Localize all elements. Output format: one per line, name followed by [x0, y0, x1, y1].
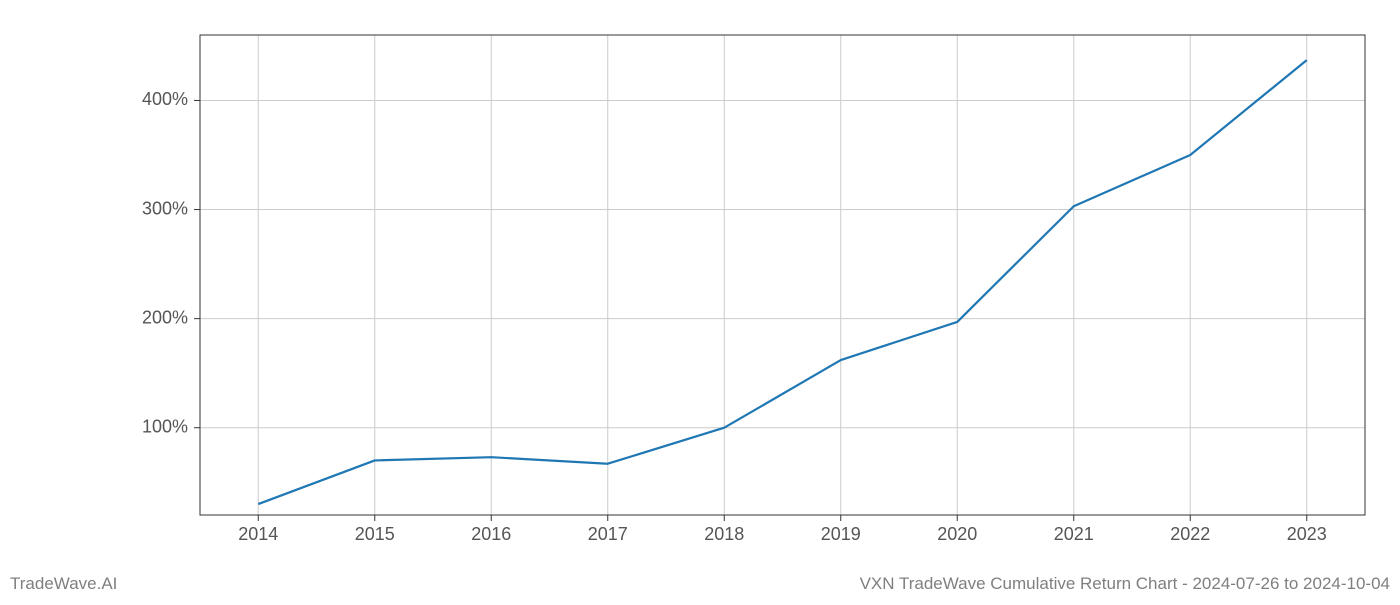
y-tick-label: 100% [142, 416, 188, 436]
x-tick-label: 2021 [1054, 524, 1094, 544]
line-chart: 2014 2015 2016 2017 2018 2019 2020 2021 2022 2023… [0, 0, 1400, 600]
y-tick-label: 300% [142, 198, 188, 218]
x-tick-label: 2019 [821, 524, 861, 544]
x-tick-label: 2018 [704, 524, 744, 544]
x-tick-label: 2014 [238, 524, 278, 544]
x-tick-label: 2023 [1287, 524, 1327, 544]
y-tick-label: 400% [142, 89, 188, 109]
x-tick-label: 2022 [1170, 524, 1210, 544]
x-tick-label: 2016 [471, 524, 511, 544]
chart-container: 2014 2015 2016 2017 2018 2019 2020 2021 2022 2023… [0, 0, 1400, 600]
y-tick-label: 200% [142, 307, 188, 327]
footer-brand: TradeWave.AI [10, 574, 117, 594]
footer-caption: VXN TradeWave Cumulative Return Chart - … [860, 574, 1390, 594]
x-tick-label: 2017 [588, 524, 628, 544]
x-tick-label: 2015 [355, 524, 395, 544]
x-tick-label: 2020 [937, 524, 977, 544]
series-line [258, 60, 1307, 504]
